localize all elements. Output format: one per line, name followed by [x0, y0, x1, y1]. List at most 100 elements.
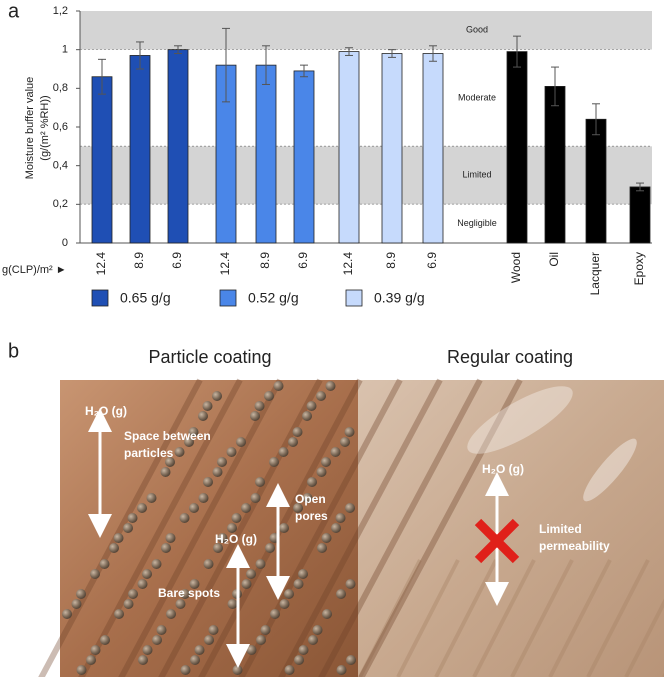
bar	[91, 76, 113, 244]
particle	[325, 381, 336, 391]
particle	[123, 523, 133, 533]
bar	[629, 186, 651, 244]
y-tick-label: 1,2	[53, 5, 68, 17]
particle	[231, 513, 242, 523]
panel-label: b	[8, 340, 19, 362]
wood-grain	[38, 378, 203, 677]
bar	[338, 51, 360, 244]
error-bar	[345, 47, 353, 56]
particle	[189, 579, 200, 589]
annotation-line: Open	[295, 492, 326, 506]
particle	[241, 503, 251, 513]
particle	[166, 609, 176, 619]
y-axis-label-line: (g/(m² %RH))	[39, 95, 51, 160]
legend-label: 0.65 g/g	[120, 290, 171, 306]
particle	[71, 599, 82, 609]
x-tick-label: 12.4	[94, 252, 108, 276]
bar	[293, 70, 315, 244]
particle	[127, 513, 138, 523]
y-tick-label: 0,8	[53, 82, 68, 94]
particle	[198, 411, 208, 421]
particle	[198, 493, 209, 503]
annotation-line: H₂O (g)	[85, 404, 127, 418]
particle	[76, 665, 87, 675]
annotation: Bare spots	[158, 586, 220, 600]
particle	[175, 599, 186, 609]
particle	[312, 625, 323, 635]
particle	[114, 609, 124, 619]
x-tick-label: Epoxy	[632, 252, 646, 285]
particle	[279, 599, 290, 609]
x-tick-label: Wood	[509, 252, 523, 283]
error-bar	[136, 41, 144, 70]
band-label: Limited	[462, 170, 491, 180]
particle	[284, 589, 294, 599]
left-title: Particle coating	[148, 347, 271, 367]
particle	[346, 655, 356, 665]
particle	[308, 635, 318, 645]
surface-wave	[586, 559, 650, 677]
particle	[165, 457, 175, 467]
particle	[165, 533, 176, 543]
particle	[90, 569, 100, 579]
particle	[255, 559, 266, 569]
particle	[217, 533, 228, 543]
particle	[152, 635, 162, 645]
particle	[321, 533, 332, 543]
y-axis-label: Moisture buffer value (g/(m² %RH))	[24, 77, 51, 180]
particle	[250, 493, 261, 503]
particle	[302, 411, 312, 421]
particle	[265, 543, 275, 553]
particle	[273, 381, 284, 391]
error-bar	[513, 35, 521, 68]
particle	[212, 391, 222, 401]
particle	[194, 645, 205, 655]
band	[80, 49, 652, 147]
particle	[109, 543, 119, 553]
gloss	[583, 438, 637, 502]
particle	[302, 493, 313, 503]
particle	[330, 447, 341, 457]
legend-label: 0.39 g/g	[374, 290, 425, 306]
bar	[381, 53, 403, 244]
annotation-line: Bare spots	[158, 586, 220, 600]
bar	[506, 51, 528, 244]
surface-wave	[358, 559, 422, 677]
particle	[160, 467, 171, 477]
error-bar	[429, 45, 437, 62]
error-bar	[551, 66, 559, 107]
particle	[294, 655, 304, 665]
chart: Good Moderate Limited Negligible 0 0,2 0,4 0,6 0…	[2, 5, 652, 307]
particle	[217, 457, 227, 467]
y-tick-label: 0	[62, 237, 68, 249]
particle	[204, 635, 214, 645]
x-tick-label: 8.9	[258, 252, 272, 269]
error-bar	[98, 58, 106, 95]
surface-wave	[548, 559, 612, 677]
y-axis-label-line: Moisture buffer value	[24, 77, 36, 180]
x-tick-label: 8.9	[132, 252, 146, 269]
particle	[86, 655, 96, 665]
wood-grain	[278, 378, 443, 677]
particle	[161, 543, 171, 553]
gloss	[467, 386, 573, 454]
particle	[99, 559, 110, 569]
particle	[246, 645, 257, 655]
particle	[236, 437, 246, 447]
particle	[203, 559, 214, 569]
legend-swatch	[345, 289, 363, 307]
bar	[544, 86, 566, 244]
wood-grain	[318, 378, 483, 677]
surface-wave	[510, 559, 574, 677]
particle	[250, 411, 260, 421]
bar	[422, 53, 444, 244]
particles	[62, 381, 356, 675]
annotation: H₂O (g)	[482, 462, 524, 476]
y-tick-label: 0,6	[53, 121, 68, 133]
band	[80, 11, 652, 50]
particle	[284, 665, 295, 675]
particle	[288, 437, 298, 447]
particle	[270, 609, 280, 619]
bar	[585, 118, 607, 244]
particle	[307, 477, 317, 487]
